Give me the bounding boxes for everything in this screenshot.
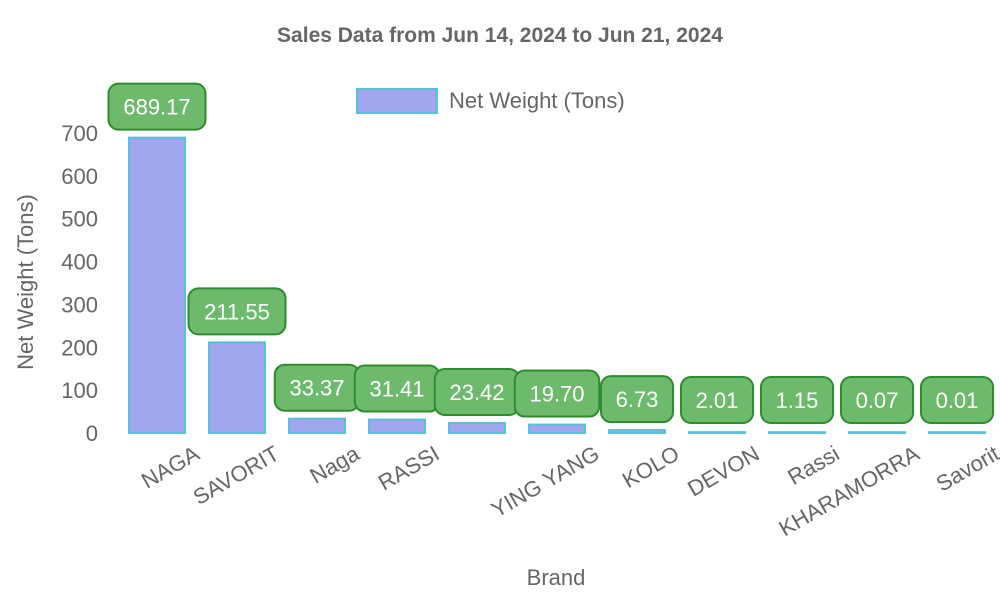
data-label-box	[760, 376, 834, 424]
data-label: 2.01	[696, 388, 739, 413]
data-label-box	[187, 287, 287, 336]
y-tick-label: 600	[61, 164, 98, 189]
data-label-box	[600, 375, 674, 424]
bars	[128, 136, 986, 435]
x-tick-label: Rassi	[783, 441, 843, 490]
y-tick-label: 0	[86, 421, 98, 446]
y-axis-title: Net Weight (Tons)	[13, 194, 38, 370]
data-label: 23.42	[449, 380, 504, 405]
bar[interactable]	[368, 418, 426, 435]
data-label: 33.37	[289, 376, 344, 401]
data-label-box	[840, 376, 914, 424]
x-tick-label: RASSI	[374, 441, 444, 496]
data-label-box	[513, 369, 601, 418]
bar[interactable]	[608, 429, 666, 435]
data-labels: 689.17 211.55 33.37 31.41 23.42 19.70 6.73 2.01…	[107, 82, 994, 424]
x-tick-label: SAVORIT	[189, 441, 284, 510]
data-label: 1.15	[776, 388, 819, 413]
legend: Net Weight (Tons)	[356, 88, 625, 114]
bar[interactable]	[768, 431, 826, 435]
bar[interactable]	[208, 341, 266, 435]
data-label: 211.55	[204, 299, 270, 324]
bar[interactable]	[928, 431, 986, 435]
bar[interactable]	[128, 136, 186, 435]
x-tick-label: Naga	[305, 440, 364, 488]
data-label-box	[920, 376, 994, 424]
x-axis-title: Brand	[527, 565, 586, 590]
bar[interactable]	[848, 431, 906, 435]
legend-label: Net Weight (Tons)	[449, 88, 625, 113]
y-tick-label: 300	[61, 292, 98, 317]
bar[interactable]	[448, 421, 506, 435]
data-label-box	[107, 82, 207, 131]
data-label: 31.41	[369, 377, 424, 402]
chart-title: Sales Data from Jun 14, 2024 to Jun 21, …	[277, 24, 723, 47]
data-label: 689.17	[123, 95, 190, 120]
bar[interactable]	[288, 417, 346, 435]
x-tick-label: DEVON	[683, 441, 763, 502]
x-tick-label: KHARAMORRA	[774, 441, 923, 542]
y-tick-label: 700	[61, 121, 98, 146]
y-tick-label: 500	[61, 207, 98, 232]
bar[interactable]	[688, 431, 746, 435]
x-tick-label: Savorit	[932, 441, 1000, 497]
y-axis-ticks: 0 100 200 300 400 500 600 700	[61, 121, 98, 446]
x-tick-label: KOLO	[618, 441, 683, 493]
y-tick-label: 100	[61, 378, 98, 403]
data-label: 0.01	[936, 388, 979, 413]
y-tick-label: 400	[61, 250, 98, 275]
data-label: 0.07	[856, 388, 899, 413]
legend-swatch	[356, 88, 438, 114]
data-label: 6.73	[616, 387, 659, 412]
bar[interactable]	[528, 423, 586, 434]
data-label: 19.70	[529, 382, 584, 407]
x-tick-label: YING YANG	[487, 441, 604, 523]
y-tick-label: 200	[61, 335, 98, 360]
data-label-box	[680, 376, 754, 424]
